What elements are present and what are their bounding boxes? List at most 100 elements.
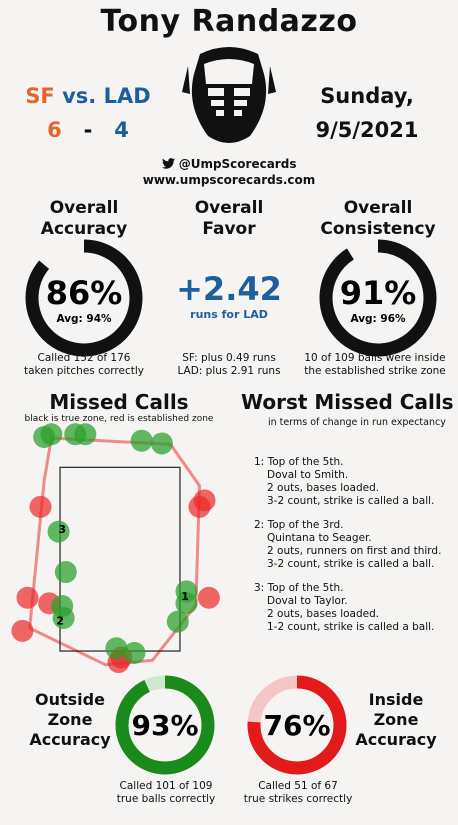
umpire-name: Tony Randazzo [100, 4, 358, 39]
outside-zone-note-line2: true balls correctly [116, 793, 216, 805]
call-line: Quintana to Seager. [267, 532, 372, 544]
inside-zone-label-line1: Inside [368, 690, 424, 709]
pitch-point-21 [175, 592, 198, 615]
outside-zone-label: Outside Zone Accuracy [20, 690, 120, 750]
call-line: Top of the 5th. [267, 456, 344, 468]
pitch-label-1: 1 [181, 590, 189, 603]
favor-note-line1: SF: plus 0.49 runs [182, 352, 276, 364]
call-number: 2: [254, 519, 265, 531]
score-dash: - [83, 118, 93, 142]
inside-zone-ring: 76% [247, 675, 347, 775]
call-number: 1: [254, 456, 265, 468]
accuracy-title: Overall Accuracy [14, 198, 154, 240]
inside-zone-label-line3: Accuracy [355, 730, 437, 749]
game-date: 9/5/2021 [315, 118, 419, 142]
consistency-avg: Avg: 96% [350, 313, 406, 325]
home-score: 4 [114, 118, 129, 142]
worst-calls-title: Worst Missed Calls [241, 390, 454, 414]
accuracy-value: 86% [46, 274, 123, 312]
accuracy-ring-arc [25, 239, 143, 357]
outside-zone-value: 93% [131, 709, 198, 742]
outside-zone-note-line1: Called 101 of 109 [119, 780, 213, 792]
consistency-note-line2: the established strike zone [304, 365, 446, 377]
outside-zone-label-line1: Outside [35, 690, 105, 709]
accuracy-note-line1: Called 152 of 176 [37, 352, 131, 364]
twitter-handle-text: @UmpScorecards [178, 157, 297, 171]
worst-call-2: 2: Top of the 3rd. Quintana to Seager. 2… [254, 519, 454, 571]
missed-calls-title: Missed Calls [49, 390, 189, 414]
call-line: Top of the 3rd. [267, 519, 344, 531]
missed-calls-subtitle: black is true zone, red is established z… [24, 414, 214, 424]
away-team: SF [25, 84, 55, 108]
consistency-value: 91% [340, 274, 417, 312]
inside-zone-note: Called 51 of 67 true strikes correctly [228, 780, 368, 806]
pitch-label-3: 3 [58, 523, 66, 536]
umpire-mask-icon [182, 47, 276, 143]
pitch-point-15 [150, 432, 173, 455]
pitch-point-2 [16, 586, 39, 609]
accuracy-title-line1: Overall [49, 198, 119, 218]
pitch-point-13 [74, 423, 97, 446]
website-link[interactable]: www.umpscorecards.com [142, 173, 316, 187]
call-line: 2 outs, bases loaded. [267, 482, 380, 494]
inside-zone-ring-arc [247, 675, 347, 775]
outside-zone-note: Called 101 of 109 true balls correctly [96, 780, 236, 806]
outside-zone-ring-arc [115, 675, 215, 775]
worst-call-3: 3: Top of the 5th. Doval to Taylor. 2 ou… [254, 582, 454, 634]
pitch-point-24 [123, 641, 146, 664]
worst-call-1: 1: Top of the 5th. Doval to Smith. 2 out… [254, 456, 454, 508]
matchup: SF vs. LAD [18, 84, 158, 108]
missed-calls-chart: 1 2 3 [11, 423, 220, 674]
pitch-point-14 [130, 429, 153, 452]
favor-title-line2: Favor [202, 219, 256, 239]
call-line: 3-2 count, strike is called a ball. [267, 495, 435, 507]
pitch-label-2: 2 [56, 615, 64, 628]
inside-zone-note-line2: true strikes correctly [243, 793, 353, 805]
consistency-ring-arc [319, 239, 437, 357]
accuracy-note-line2: taken pitches correctly [23, 365, 144, 377]
favor-value: +2.42 [176, 270, 282, 308]
consistency-ring: 91% Avg: 96% [319, 239, 437, 357]
pitch-point-19 [52, 606, 75, 629]
outside-zone-label-line3: Accuracy [29, 730, 111, 749]
consistency-note-line1: 10 of 109 balls were inside [304, 352, 446, 364]
call-line: Doval to Taylor. [267, 595, 348, 607]
worst-calls-subtitle: in terms of change in run expectancy [268, 417, 446, 428]
pitch-point-4 [29, 495, 52, 518]
accuracy-title-line2: Accuracy [40, 219, 128, 239]
vs-label: vs. [62, 84, 97, 108]
established-zone [28, 436, 201, 667]
inside-zone-label: Inside Zone Accuracy [346, 690, 446, 750]
outside-zone-label-line2: Zone [47, 710, 93, 729]
call-line: 2 outs, runners on first and third. [267, 545, 442, 557]
call-number: 3: [254, 582, 265, 594]
pitch-point-22 [166, 610, 189, 633]
favor-note-line2: LAD: plus 2.91 runs [177, 365, 281, 377]
final-score: 6 - 4 [18, 118, 158, 142]
inside-zone-label-line2: Zone [373, 710, 419, 729]
consistency-title: Overall Consistency [298, 198, 458, 240]
call-line: 1-2 count, strike is called a ball. [267, 621, 435, 633]
pitch-point-16 [47, 520, 70, 543]
consistency-title-line2: Consistency [320, 219, 436, 239]
favor-note: SF: plus 0.49 runs LAD: plus 2.91 runs [149, 352, 309, 378]
consistency-note: 10 of 109 balls were inside the establis… [292, 352, 458, 378]
pitch-point-7 [197, 586, 220, 609]
favor-title-line1: Overall [194, 198, 264, 218]
outside-zone-ring: 93% [115, 675, 215, 775]
favor-sub: runs for LAD [190, 308, 268, 321]
inside-zone-note-line1: Called 51 of 67 [258, 780, 338, 792]
true-strike-zone [59, 466, 181, 652]
twitter-handle[interactable]: @UmpScorecards [0, 157, 458, 171]
twitter-bird-icon [161, 158, 175, 169]
inside-zone-value: 76% [263, 709, 330, 742]
call-line: 2 outs, bases loaded. [267, 608, 380, 620]
home-team: LAD [103, 84, 151, 108]
consistency-title-line1: Overall [343, 198, 413, 218]
accuracy-avg: Avg: 94% [56, 313, 112, 325]
game-day: Sunday, [320, 84, 414, 108]
call-line: Top of the 5th. [267, 582, 344, 594]
away-score: 6 [47, 118, 62, 142]
accuracy-note: Called 152 of 176 taken pitches correctl… [4, 352, 164, 378]
pitch-point-23 [105, 637, 128, 660]
